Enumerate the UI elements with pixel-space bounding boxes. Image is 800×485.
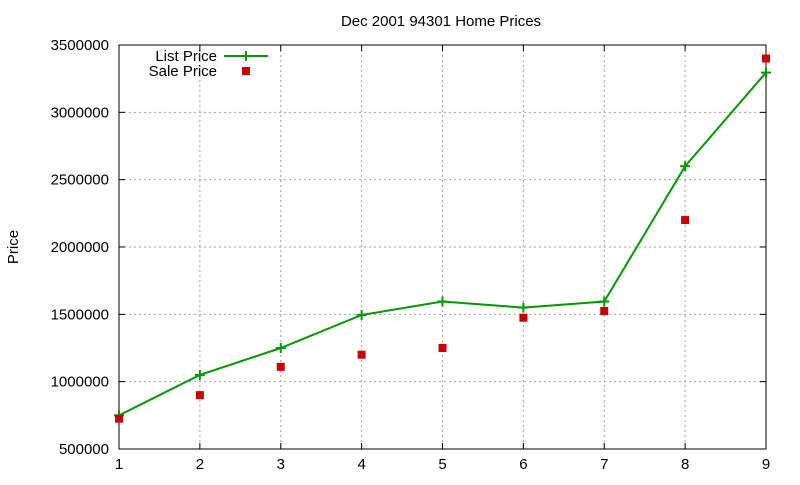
chart-title: Dec 2001 94301 Home Prices: [341, 13, 541, 30]
list-price-point: [275, 343, 286, 353]
tick-marks: [118, 44, 767, 450]
y-tick-label: 500000: [59, 441, 109, 458]
sale-price-point: [681, 216, 690, 225]
list-price-point: [761, 67, 771, 78]
x-tick-label: 2: [196, 456, 204, 473]
series-sale-price: [115, 54, 770, 423]
x-tick-label: 3: [277, 456, 285, 473]
y-tick-label: 2000000: [51, 239, 109, 256]
x-tick-label: 4: [357, 456, 365, 473]
list-price-point: [680, 161, 691, 172]
list-price-point: [356, 310, 367, 321]
x-tick-labels: 1 2 3 4 5 6 7 8 9: [115, 456, 770, 473]
legend-plus-marker: [241, 51, 251, 61]
y-tick-label: 3000000: [51, 104, 109, 121]
series-layer: [114, 54, 771, 423]
sale-price-point: [357, 350, 366, 359]
y-tick-label: 2500000: [51, 172, 109, 189]
x-tick-label: 9: [762, 456, 770, 473]
list-price-point: [437, 296, 448, 307]
x-tick-label: 6: [519, 456, 527, 473]
legend-square-marker: [242, 67, 250, 75]
y-axis-label: Price: [5, 230, 22, 264]
list-price-point: [518, 302, 529, 313]
sale-price-point: [519, 313, 528, 322]
x-tick-label: 8: [681, 456, 689, 473]
sale-price-point: [276, 362, 285, 371]
list-price-point: [599, 296, 610, 307]
sale-price-point: [600, 306, 609, 315]
x-tick-label: 5: [438, 456, 446, 473]
y-tick-label: 1000000: [51, 374, 109, 391]
sale-price-point: [762, 54, 770, 63]
legend-label: List Price: [155, 48, 217, 65]
sale-price-point: [438, 344, 447, 352]
y-tick-label: 1500000: [51, 306, 109, 323]
grid-lines: [119, 45, 766, 449]
y-tick-label: 3500000: [51, 37, 109, 54]
sale-price-point: [115, 414, 123, 423]
sale-price-point: [195, 391, 204, 400]
legend-label: Sale Price: [149, 63, 217, 80]
y-tick-labels: 500000 1000000 1500000 2000000 2500000 300000…: [51, 37, 109, 458]
list-price-line: [118, 71, 767, 417]
x-tick-label: 7: [600, 456, 608, 473]
x-tick-label: 1: [115, 456, 123, 473]
list-price-point: [194, 369, 205, 380]
